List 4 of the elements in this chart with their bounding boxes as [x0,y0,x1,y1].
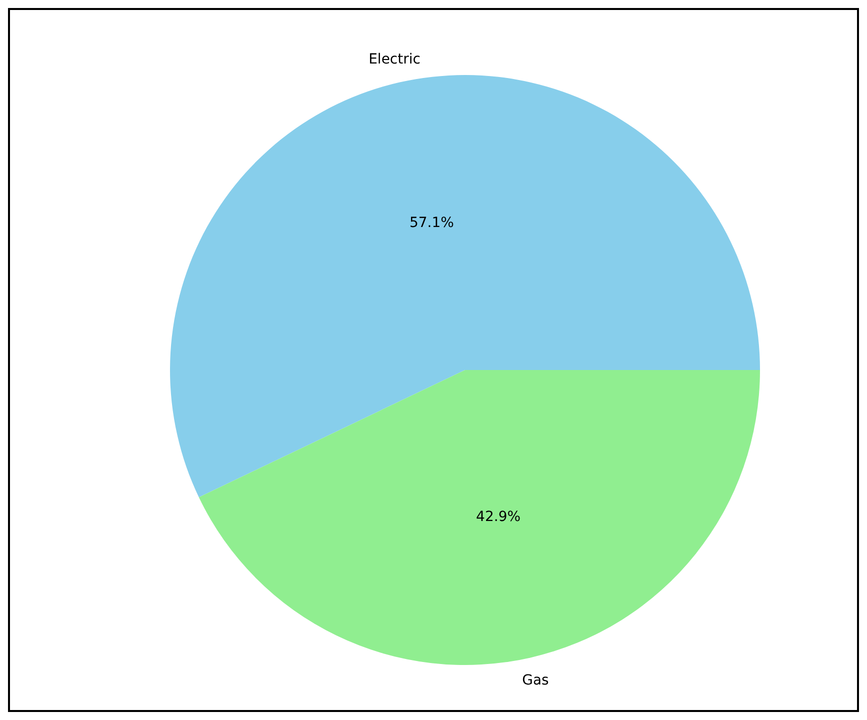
slice-label: Gas [522,672,549,689]
data-label: 42.9% [476,508,521,525]
slice-label: Electric [368,51,420,68]
data-label: 57.1% [409,215,454,232]
